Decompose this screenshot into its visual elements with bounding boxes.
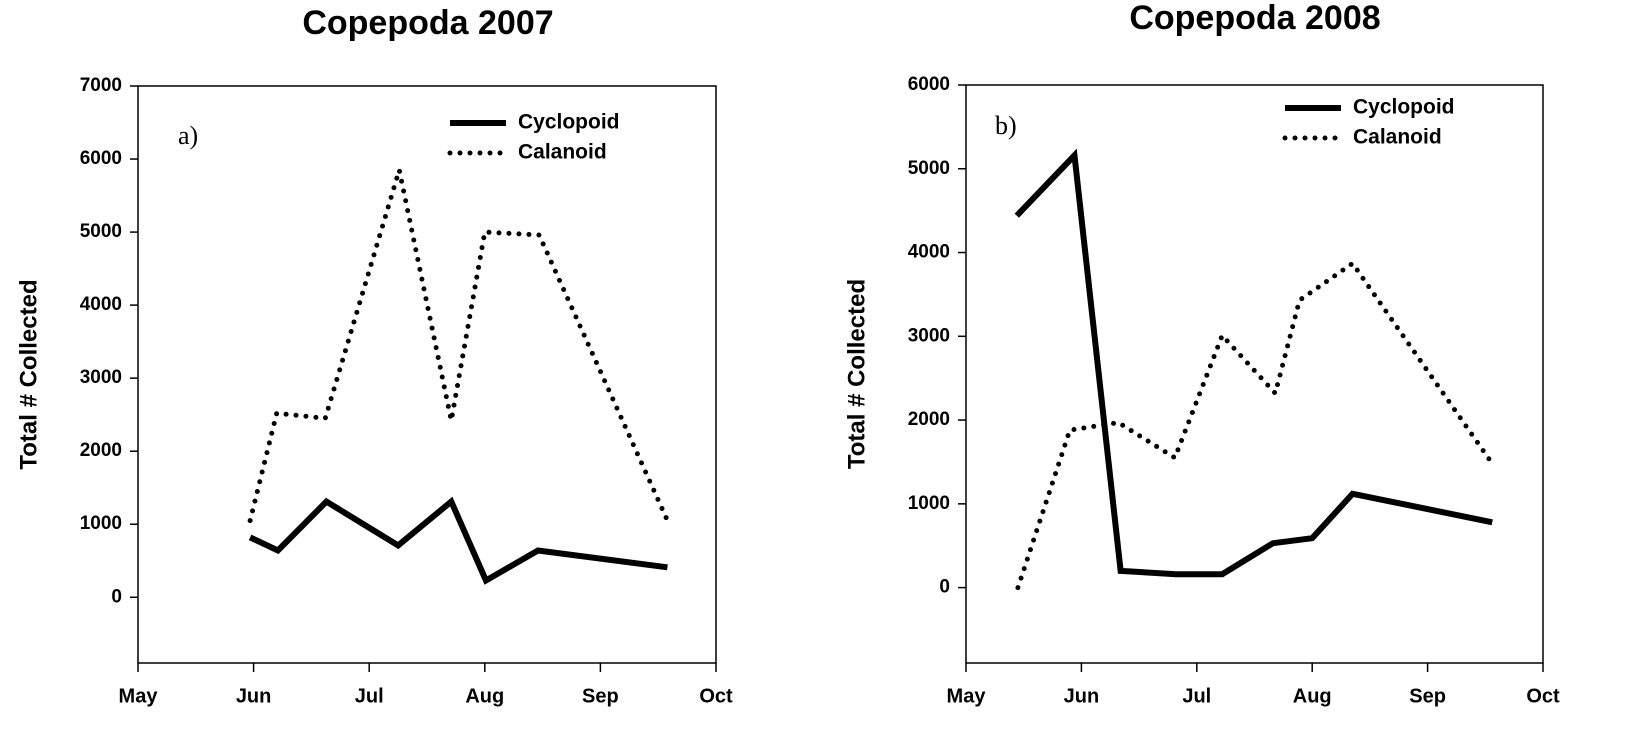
y-tick-label: 1000 — [80, 513, 122, 534]
x-tick-label: Jul — [355, 685, 384, 707]
legend-label: Cyclopoid — [1353, 96, 1455, 119]
plot-frame — [965, 84, 1544, 664]
x-tick-label: Sep — [1409, 685, 1446, 707]
y-tick-label: 0 — [111, 586, 122, 607]
plot-frame — [137, 85, 717, 664]
x-tick-label: Oct — [1526, 685, 1560, 707]
x-tick-label: Sep — [582, 685, 619, 707]
legend-label: Cyclopoid — [518, 111, 620, 134]
y-tick-label: 2000 — [80, 440, 122, 461]
y-tick-label: 1000 — [908, 493, 950, 514]
chart-title: Copepoda 2007 — [302, 4, 553, 42]
y-tick-label: 0 — [939, 577, 950, 598]
panel-label: a) — [178, 121, 198, 150]
panel-label: b) — [995, 111, 1017, 140]
y-tick-label: 3000 — [908, 325, 950, 346]
y-tick-label: 4000 — [908, 242, 950, 263]
series-line — [1015, 259, 1493, 591]
x-tick-label: May — [947, 685, 987, 707]
series-line — [247, 169, 670, 524]
y-tick-label: 6000 — [80, 148, 122, 169]
y-tick-label: 7000 — [80, 75, 122, 96]
y-tick-label: 5000 — [908, 158, 950, 179]
legend-label: Calanoid — [518, 141, 607, 164]
y-tick-label: 2000 — [908, 409, 950, 430]
x-tick-label: Oct — [699, 685, 733, 707]
x-tick-label: Jul — [1182, 685, 1211, 707]
y-axis-label: Total # Collected — [843, 279, 870, 469]
series-line — [1014, 148, 1493, 578]
x-tick-label: Aug — [465, 685, 504, 707]
y-tick-label: 4000 — [80, 294, 122, 315]
y-tick-label: 3000 — [80, 367, 122, 388]
x-tick-label: Aug — [1293, 685, 1332, 707]
y-axis-label: Total # Collected — [15, 279, 42, 469]
legend-label: Calanoid — [1353, 126, 1442, 149]
x-tick-label: May — [119, 685, 159, 707]
y-tick-label: 5000 — [80, 221, 122, 242]
y-tick-label: 6000 — [908, 74, 950, 95]
x-tick-label: Jun — [236, 685, 272, 707]
series-line — [248, 496, 668, 585]
chart-title: Copepoda 2008 — [1129, 0, 1380, 37]
x-tick-label: Jun — [1064, 685, 1100, 707]
